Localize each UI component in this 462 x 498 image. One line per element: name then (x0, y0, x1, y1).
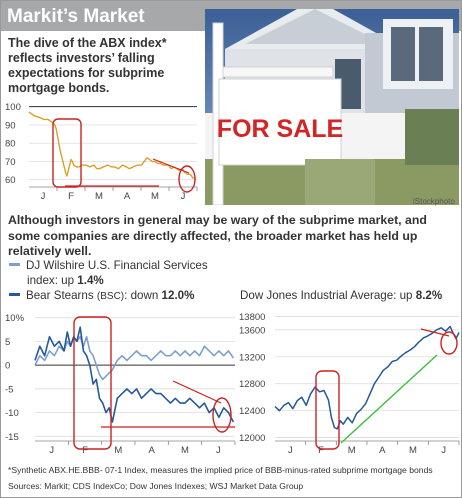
dow-title: Dow Jones Industrial Average: up 8.2% (240, 289, 442, 302)
bear-ticker: (BSC) (96, 291, 125, 302)
dow-x-tick-label: J (441, 445, 446, 456)
legend-wilshire: DJ Wilshire U.S. Financial Services (9, 259, 208, 273)
sources: Sources: Markit; CDS IndexCo; Dow Jones … (8, 481, 304, 491)
legend-bear: Bear Stearns (BSC): down 12.0% (9, 289, 194, 304)
footnote: *Synthetic ABX.HE.BBB- 07-1 Index, measu… (8, 465, 433, 475)
page-title: Markit’s Market (7, 6, 145, 27)
abx-y-tick-label: 70 (5, 157, 16, 168)
dow-uptrend-line (340, 354, 438, 444)
wilshire-swatch (9, 263, 20, 267)
abx-x-tick-label: M (95, 191, 103, 199)
bear-sub-label: : down (124, 289, 159, 302)
financials-trend-line (172, 380, 222, 404)
financials-x-tick-label: F (82, 445, 88, 456)
financials-x-tick-label: A (148, 445, 155, 456)
dow-value: 8.2% (415, 289, 443, 302)
financials-x-tick-label: M (114, 445, 122, 456)
financials-x-tick-label: M (181, 445, 189, 456)
wilshire-label: DJ Wilshire U.S. Financial Services (26, 259, 208, 272)
financials-y-tick-label: -15 (5, 432, 19, 443)
bear-value: 12.0% (161, 289, 195, 302)
wilshire-sub-label: index: up (27, 274, 75, 287)
financials-series-2-line (34, 326, 235, 423)
financials-y-tick-label: 5 (5, 337, 10, 348)
abx-y-tick-label: 90 (5, 120, 16, 131)
dow-y-tick-label: 12400 (239, 406, 265, 417)
photo-credit: iStockphoto (413, 197, 455, 206)
abx-y-tick-label: 100 (5, 102, 21, 113)
abx-y-tick-label: 60 (5, 175, 16, 186)
financials-end-circle (212, 397, 232, 433)
dow-x-tick-label: A (379, 445, 386, 456)
dow-y-tick-label: 13800 (239, 312, 265, 323)
dow-end-circle (440, 331, 458, 355)
dow-x-tick-label: M (409, 445, 417, 456)
abx-chart: 100 90 80 70 60 J F M A M J (5, 102, 198, 199)
financials-x-tick-label: J (49, 445, 54, 456)
intro-text: The dive of the ABX index* reflects inve… (8, 36, 167, 95)
abx-x-tick-label: F (68, 191, 74, 199)
dow-y-tick-label: 12000 (239, 433, 265, 444)
dow-y-tick-label: 13600 (239, 325, 265, 336)
abx-x-tick-label: J (181, 191, 186, 199)
dow-label: Dow Jones Industrial Average: up (240, 289, 413, 302)
house-photo: FOR SALE (205, 9, 459, 205)
financials-annotations (73, 316, 235, 450)
financials-y-tick-label: -10 (5, 408, 19, 419)
dow-annotations (315, 328, 458, 450)
wilshire-value: 1.4% (77, 274, 104, 287)
financials-y-tick-label: -5 (5, 384, 13, 395)
financials-chart: 10% 5 0 -5 -10 -15 J F M A M J (5, 313, 236, 456)
dow-x-tick-label: J (288, 445, 293, 456)
abx-highlight-box (52, 118, 82, 188)
dow-chart: 13800 13600 13200 12800 12400 12000 J F M A M J (239, 312, 460, 456)
bear-label: Bear Stearns (26, 289, 94, 302)
abx-annotations (52, 118, 196, 193)
financials-y-tick-label: 10% (5, 313, 25, 324)
abx-x-tick-label: M (151, 191, 159, 199)
dow-x-tick-label: M (348, 445, 356, 456)
dow-y-tick-label: 12800 (239, 379, 265, 390)
summary-text: Although investors in general may be war… (8, 213, 427, 258)
dow-y-tick-label: 13200 (239, 352, 265, 363)
abx-x-tick-label: J (41, 191, 46, 199)
dow-series-1-line (274, 325, 460, 430)
bear-swatch (9, 293, 20, 297)
dow-x-tick-label: F (318, 445, 324, 456)
financials-series-1-line (34, 335, 235, 381)
financials-highlight-box (73, 316, 112, 450)
financials-x-tick-label: J (216, 445, 221, 456)
abx-x-tick-label: A (124, 191, 131, 199)
financials-y-tick-label: 0 (5, 361, 10, 372)
sign-text: FOR SALE (217, 115, 343, 143)
dow-highlight-box (315, 370, 340, 450)
abx-end-circle (178, 165, 196, 193)
abx-trend-line (152, 158, 190, 174)
legend-wilshire-line2: index: up 1.4% (27, 274, 104, 288)
abx-y-tick-label: 80 (5, 139, 16, 150)
